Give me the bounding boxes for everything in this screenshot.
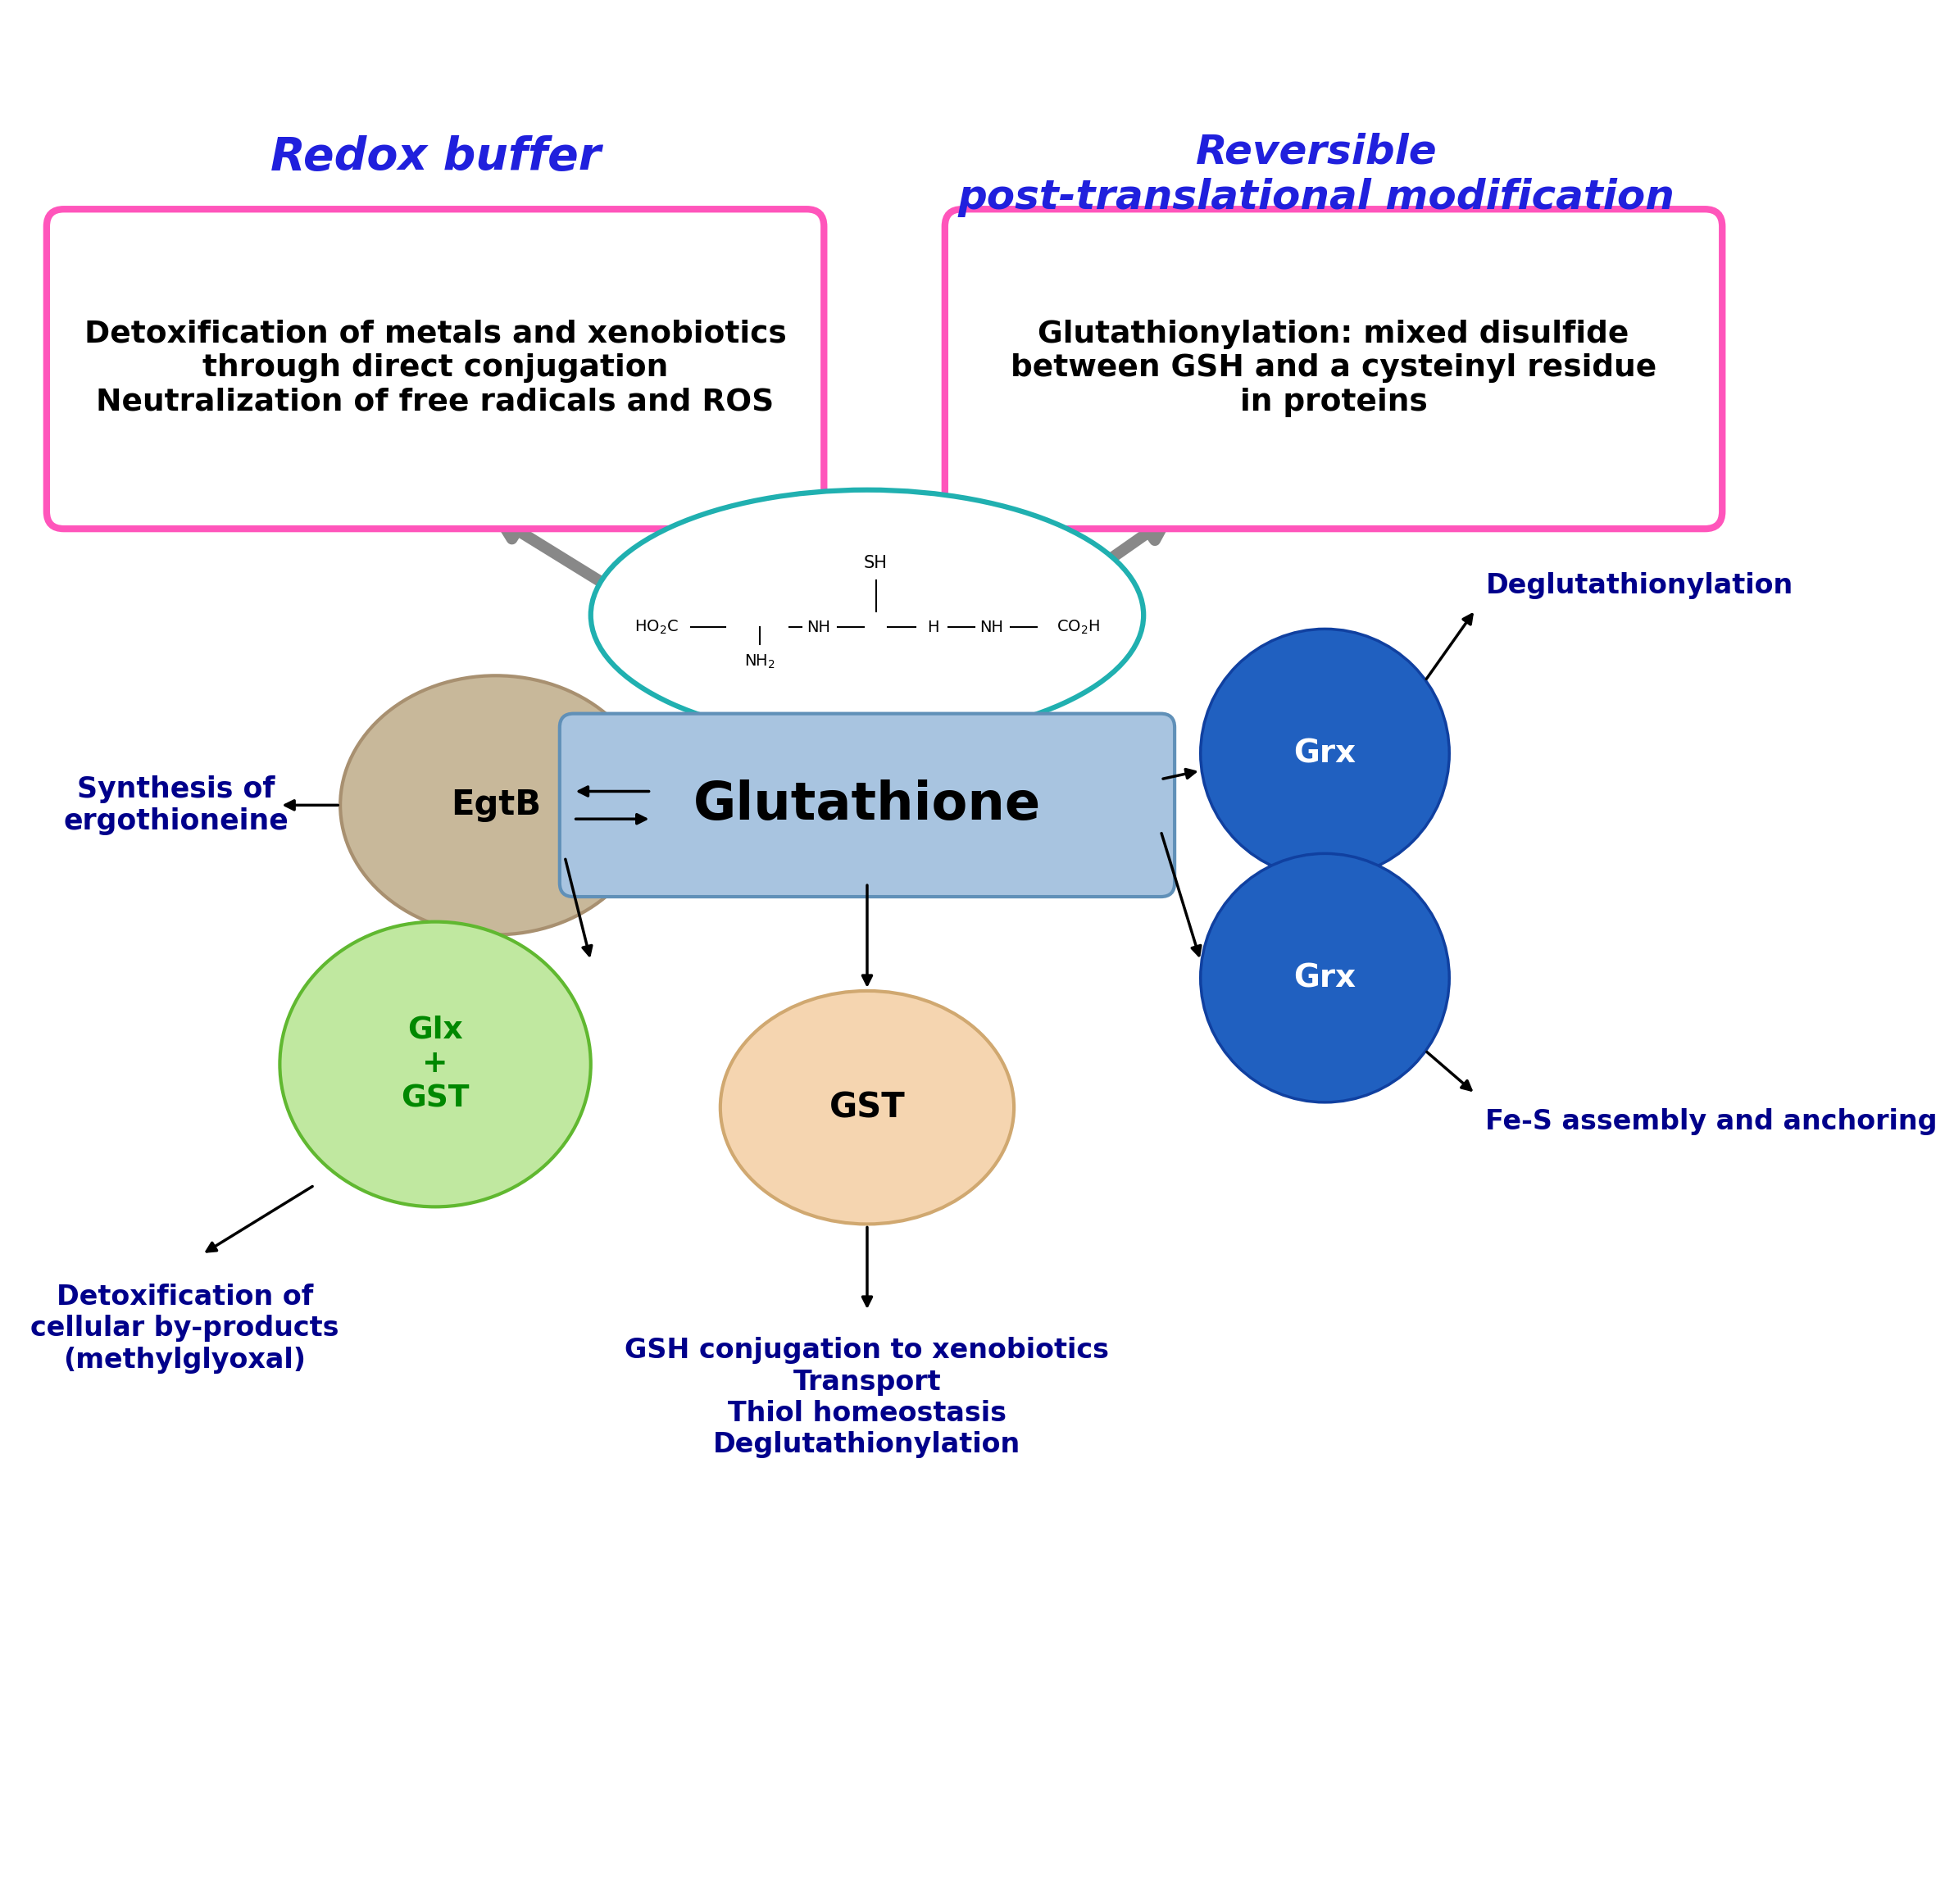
Text: Glx
+
GST: Glx + GST (401, 1015, 469, 1114)
Text: NH: NH (807, 619, 830, 636)
Ellipse shape (721, 990, 1014, 1224)
FancyBboxPatch shape (559, 714, 1174, 897)
Text: Redox buffer: Redox buffer (270, 135, 600, 179)
Text: Grx: Grx (1294, 962, 1356, 994)
Text: GST: GST (828, 1091, 905, 1125)
Text: Detoxification of
cellular by-products
(methylglyoxal): Detoxification of cellular by-products (… (31, 1283, 340, 1373)
Text: NH: NH (979, 619, 1004, 636)
FancyBboxPatch shape (47, 209, 825, 529)
Circle shape (1200, 853, 1450, 1102)
Text: EgtB: EgtB (451, 788, 541, 823)
Text: NH$_2$: NH$_2$ (744, 653, 776, 670)
Ellipse shape (340, 676, 651, 935)
Text: Deglutathionylation: Deglutathionylation (1485, 573, 1794, 600)
Text: H: H (926, 619, 938, 636)
Text: GSH conjugation to xenobiotics
Transport
Thiol homeostasis
Deglutathionylation: GSH conjugation to xenobiotics Transport… (625, 1337, 1110, 1458)
Text: Glutathionylation: mixed disulfide
between GSH and a cysteinyl residue
in protei: Glutathionylation: mixed disulfide betwe… (1010, 320, 1657, 417)
FancyBboxPatch shape (946, 209, 1721, 529)
Text: Grx: Grx (1294, 737, 1356, 769)
Circle shape (1200, 628, 1450, 878)
Text: Reversible
post-translational modification: Reversible post-translational modificati… (957, 131, 1675, 217)
Text: Synthesis of
ergothioneine: Synthesis of ergothioneine (64, 775, 289, 836)
Text: CO$_2$H: CO$_2$H (1057, 619, 1100, 636)
Text: Glutathione: Glutathione (694, 781, 1041, 830)
Ellipse shape (590, 489, 1143, 741)
Text: Detoxification of metals and xenobiotics
through direct conjugation
Neutralizati: Detoxification of metals and xenobiotics… (84, 320, 786, 417)
Ellipse shape (279, 922, 590, 1207)
Text: Fe-S assembly and anchoring: Fe-S assembly and anchoring (1485, 1108, 1938, 1135)
Text: SH: SH (864, 556, 887, 571)
Text: HO$_2$C: HO$_2$C (635, 619, 678, 636)
